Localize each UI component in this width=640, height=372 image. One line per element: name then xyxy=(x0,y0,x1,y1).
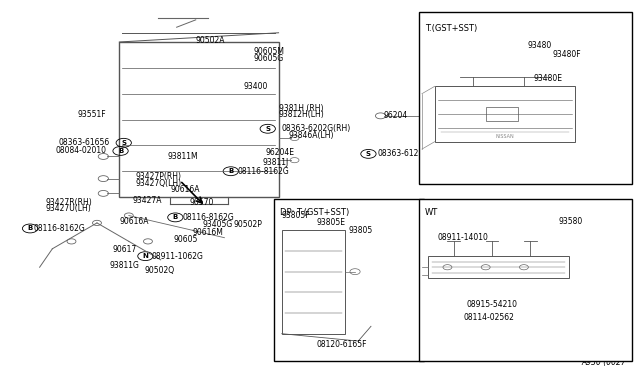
Text: 90605M: 90605M xyxy=(253,47,284,56)
Text: S: S xyxy=(121,140,126,146)
Text: NISSAN: NISSAN xyxy=(495,134,514,139)
Text: 93811J: 93811J xyxy=(262,157,289,167)
Text: DP: T.(GST+SST): DP: T.(GST+SST) xyxy=(280,208,349,217)
Text: 90616A: 90616A xyxy=(119,217,148,225)
Text: B: B xyxy=(452,314,458,320)
Text: B: B xyxy=(28,225,33,231)
Text: B: B xyxy=(306,342,311,348)
Text: 08363-61656: 08363-61656 xyxy=(59,138,110,147)
Text: 9381H (RH): 9381H (RH) xyxy=(278,104,323,113)
Text: S: S xyxy=(366,151,371,157)
Text: B: B xyxy=(228,168,234,174)
Text: WT: WT xyxy=(425,208,438,217)
Text: 90570: 90570 xyxy=(189,198,214,207)
Text: 08114-02562: 08114-02562 xyxy=(463,312,515,321)
Text: S: S xyxy=(265,126,270,132)
Text: 93551F: 93551F xyxy=(78,109,106,119)
Bar xyxy=(435,86,575,142)
Text: B: B xyxy=(173,214,178,220)
Text: 93427P(RH): 93427P(RH) xyxy=(135,172,181,181)
Text: 93811G: 93811G xyxy=(109,261,140,270)
Text: B: B xyxy=(118,148,123,154)
Text: 96204: 96204 xyxy=(384,111,408,121)
Text: 90502P: 90502P xyxy=(234,220,263,229)
Text: 08116-8162G: 08116-8162G xyxy=(183,213,235,222)
Text: 08911-14010: 08911-14010 xyxy=(438,233,489,242)
Text: 93427Q(LH): 93427Q(LH) xyxy=(135,179,181,187)
Text: 08120-6165F: 08120-6165F xyxy=(317,340,367,349)
Bar xyxy=(119,42,278,197)
Text: 08363-61237: 08363-61237 xyxy=(378,150,428,158)
Text: A930 (0027: A930 (0027 xyxy=(581,358,626,367)
Bar xyxy=(274,199,424,361)
Text: 08363-6202G(RH): 08363-6202G(RH) xyxy=(282,124,351,133)
Text: W: W xyxy=(454,301,462,307)
Text: 93846A(LH): 93846A(LH) xyxy=(288,131,333,140)
Bar xyxy=(428,256,568,278)
Text: 90502A: 90502A xyxy=(196,36,225,45)
Text: 90605G: 90605G xyxy=(253,54,284,63)
Bar xyxy=(282,230,346,334)
Text: N: N xyxy=(143,253,148,259)
Bar xyxy=(419,13,632,184)
Text: 08116-8162G: 08116-8162G xyxy=(33,224,85,233)
Text: 93480: 93480 xyxy=(527,41,551,50)
Text: 93812H(LH): 93812H(LH) xyxy=(278,109,324,119)
Text: 93405G: 93405G xyxy=(202,220,232,229)
Text: 93480F: 93480F xyxy=(552,51,581,60)
Text: 93805E: 93805E xyxy=(317,218,346,227)
Text: 08116-8162G: 08116-8162G xyxy=(237,167,289,176)
Text: N: N xyxy=(428,235,433,241)
Text: 93400: 93400 xyxy=(244,82,268,91)
Text: 93811M: 93811M xyxy=(167,152,198,161)
Bar xyxy=(486,107,518,121)
Text: 90617: 90617 xyxy=(113,246,137,254)
Text: 96204E: 96204E xyxy=(266,148,295,157)
Text: 90605: 90605 xyxy=(173,235,198,244)
Text: 93480E: 93480E xyxy=(534,74,563,83)
Text: 93427R(RH): 93427R(RH) xyxy=(46,198,93,207)
Text: 93805F: 93805F xyxy=(282,211,310,220)
Text: 08084-02010: 08084-02010 xyxy=(56,147,106,155)
Text: 08915-54210: 08915-54210 xyxy=(467,300,518,309)
Text: 93580: 93580 xyxy=(559,217,583,225)
Text: 90502Q: 90502Q xyxy=(145,266,175,275)
Text: 93427A: 93427A xyxy=(132,196,161,205)
Text: 90616A: 90616A xyxy=(170,185,200,194)
Text: 96205: 96205 xyxy=(428,111,452,121)
Bar xyxy=(419,199,632,361)
Text: 90616M: 90616M xyxy=(193,228,223,237)
Text: T.(GST+SST): T.(GST+SST) xyxy=(425,23,477,32)
Text: 08911-1062G: 08911-1062G xyxy=(151,251,203,261)
Text: 93805: 93805 xyxy=(349,226,373,235)
Text: 93427U(LH): 93427U(LH) xyxy=(46,204,92,214)
